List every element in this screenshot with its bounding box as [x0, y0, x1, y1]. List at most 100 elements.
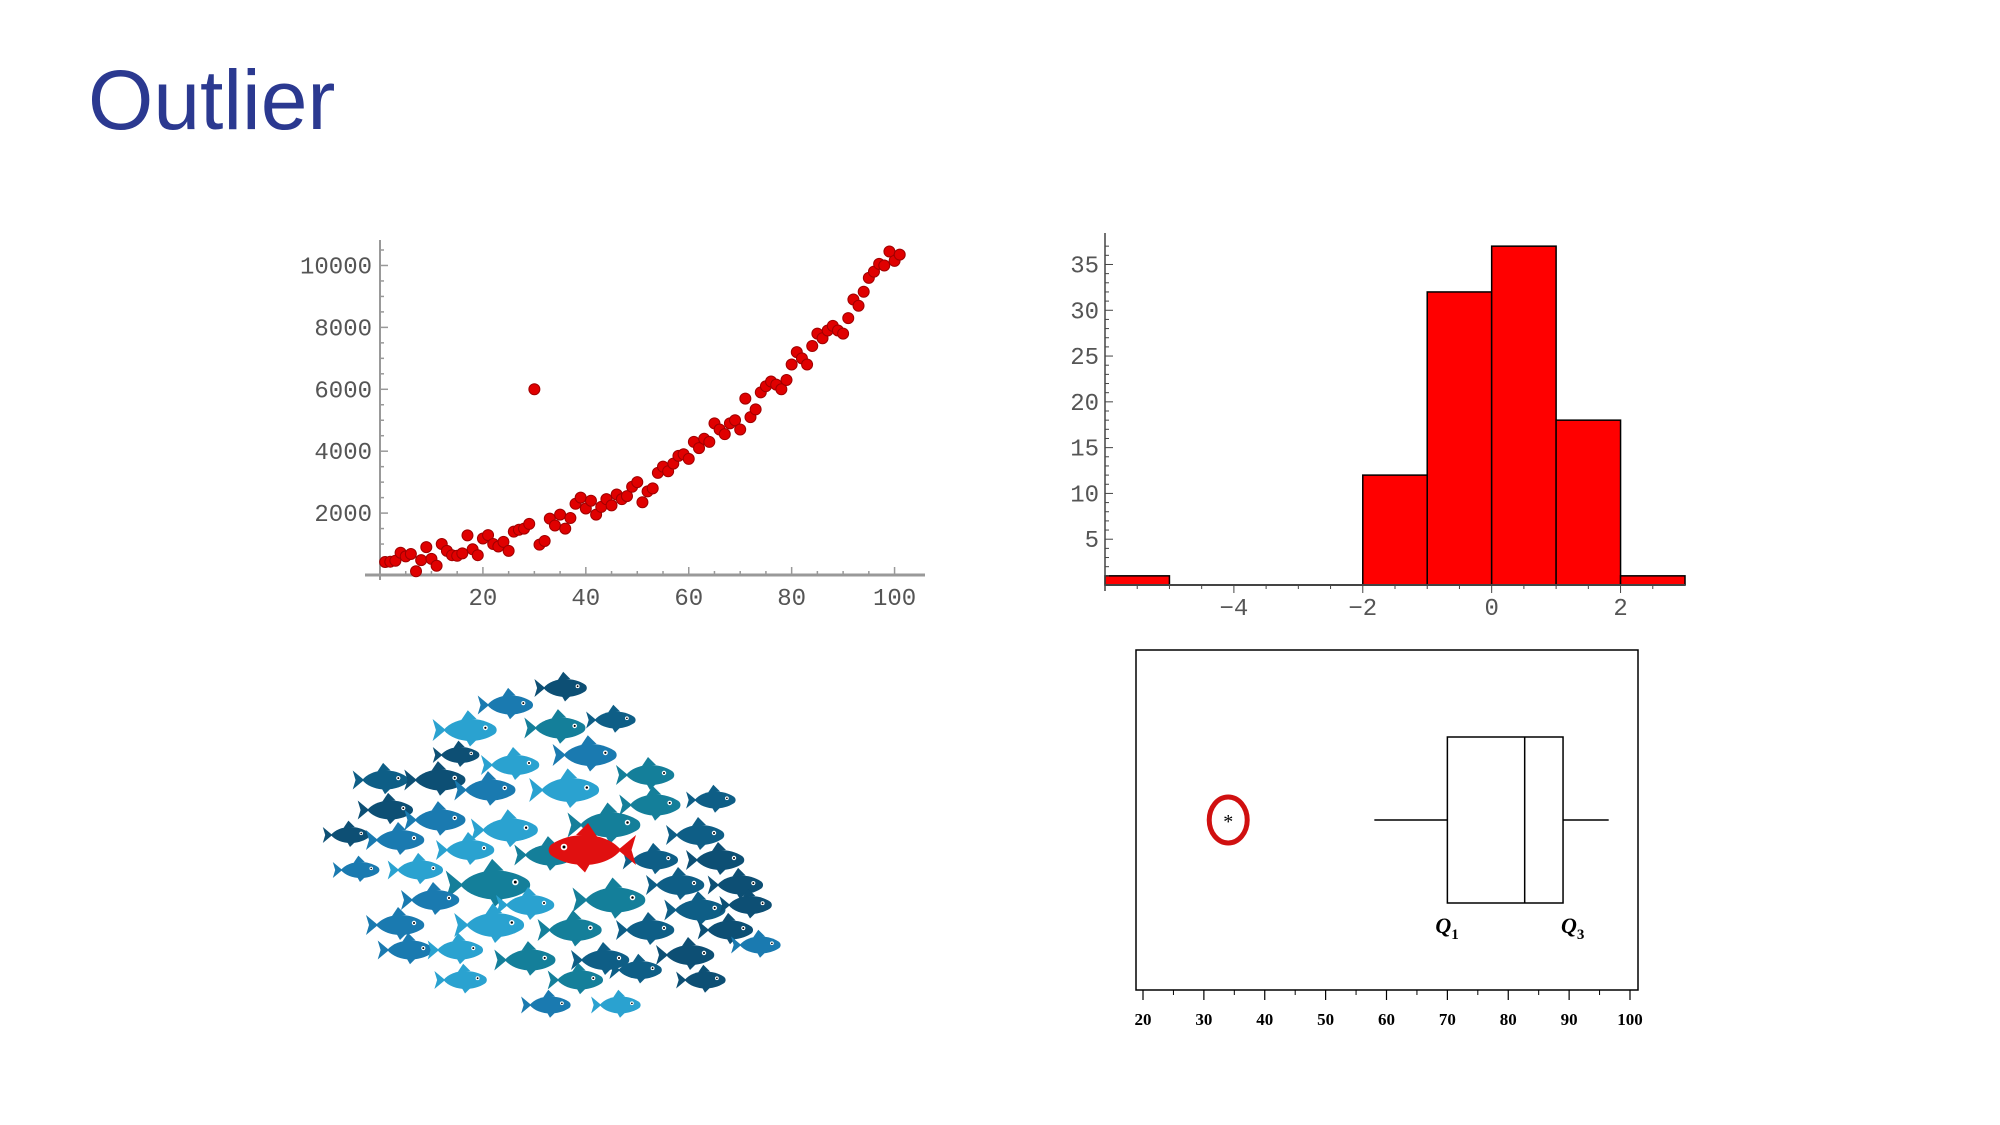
fish-icon — [529, 768, 600, 808]
fish-icon — [686, 784, 736, 813]
fish-icon — [616, 757, 675, 790]
y-tick-label: 4000 — [314, 440, 372, 467]
fish-icon — [377, 932, 434, 965]
data-point — [471, 549, 484, 562]
slide-title: Outlier — [88, 53, 336, 147]
y-tick-label: 8000 — [314, 316, 372, 343]
x-tick-label: 60 — [674, 586, 703, 613]
fish-icon — [619, 786, 681, 821]
data-point — [420, 541, 433, 554]
fish-icon — [401, 882, 460, 915]
x-tick-label: 20 — [1135, 1010, 1152, 1029]
fish-icon — [357, 792, 414, 825]
fish-icon — [567, 802, 641, 844]
y-tick-label: 30 — [1070, 299, 1099, 326]
data-point — [852, 299, 865, 312]
fish-icon — [676, 964, 726, 993]
fish-icon — [445, 858, 531, 907]
data-point — [893, 248, 906, 261]
outlier-fish-icon — [548, 823, 636, 873]
fish-icon — [616, 912, 675, 945]
x-tick-label: 40 — [571, 586, 600, 613]
fish-icon — [707, 867, 764, 900]
data-point — [482, 529, 495, 542]
scatter-chart: 20 40 60 80 100 2000 4000 6000 8000 10000 — [300, 240, 925, 613]
fish-icon — [571, 942, 630, 975]
data-point — [703, 435, 716, 448]
data-point — [636, 496, 649, 509]
fish-icon — [609, 953, 662, 984]
outlier-highlight-ring — [1206, 794, 1250, 846]
fish-icon — [436, 832, 495, 865]
fish-icon — [427, 932, 484, 965]
data-point — [574, 491, 587, 504]
outlier-point — [528, 383, 541, 396]
x-tick-label: 100 — [873, 586, 916, 613]
y-tick-label: 5 — [1085, 528, 1099, 555]
fish-icon — [586, 704, 636, 733]
fish-icon — [470, 809, 538, 848]
x-tick-label: 2 — [1613, 596, 1627, 623]
fish-icon — [322, 820, 370, 847]
data-point — [878, 259, 891, 272]
fish-school-illustration — [322, 671, 781, 1018]
data-point — [646, 482, 659, 495]
x-tick-label: 70 — [1439, 1010, 1456, 1029]
data-point — [523, 517, 536, 530]
histogram-bar — [1619, 575, 1686, 586]
data-point — [456, 547, 469, 560]
data-point — [502, 544, 515, 557]
data-point — [780, 374, 793, 386]
data-point — [693, 442, 706, 455]
data-point — [430, 559, 443, 572]
fish-icon — [454, 903, 525, 943]
fish-icon — [547, 962, 604, 995]
fish-icon — [524, 709, 586, 744]
data-point — [857, 285, 870, 298]
data-point — [729, 414, 742, 427]
fish-icon — [591, 989, 641, 1018]
histogram-bar — [1555, 419, 1622, 586]
y-tick-label: 35 — [1070, 253, 1099, 280]
x-tick-label: 100 — [1617, 1010, 1643, 1029]
y-tick-label: 10 — [1070, 482, 1099, 509]
data-point — [785, 358, 798, 371]
fish-icon — [332, 855, 380, 882]
data-point — [548, 519, 561, 532]
histogram-bar — [1362, 474, 1428, 586]
data-point — [559, 522, 572, 535]
x-tick-label: 80 — [777, 586, 806, 613]
fish-icon — [404, 801, 466, 836]
fish-icon — [366, 907, 425, 940]
fish-icon — [534, 671, 587, 702]
fish-icon — [404, 761, 466, 796]
fish-icon — [622, 842, 679, 875]
fish-icon — [494, 941, 556, 976]
fish-icon — [432, 740, 480, 767]
fish-icon — [552, 735, 617, 772]
fish-icon — [666, 817, 725, 850]
data-point — [584, 494, 597, 507]
data-point — [682, 452, 695, 465]
x-tick-label: 0 — [1484, 596, 1498, 623]
data-point — [564, 512, 577, 525]
data-point — [842, 312, 855, 325]
fish-icon — [656, 937, 715, 970]
x-tick-label: 50 — [1317, 1010, 1334, 1029]
data-point — [837, 327, 850, 340]
data-point — [497, 535, 510, 548]
histogram-bar — [1104, 575, 1171, 586]
fish-icon — [366, 822, 425, 855]
data-point — [739, 392, 752, 405]
data-point — [415, 554, 428, 567]
fish-icon — [719, 888, 772, 919]
x-tick-label: 30 — [1195, 1010, 1212, 1029]
data-point — [718, 428, 731, 441]
histogram-bar — [1426, 291, 1493, 586]
data-point — [461, 529, 474, 542]
fish-icon — [352, 762, 409, 795]
x-tick-label: −2 — [1348, 596, 1377, 623]
data-point — [775, 383, 788, 396]
iqr-box — [1446, 736, 1564, 904]
